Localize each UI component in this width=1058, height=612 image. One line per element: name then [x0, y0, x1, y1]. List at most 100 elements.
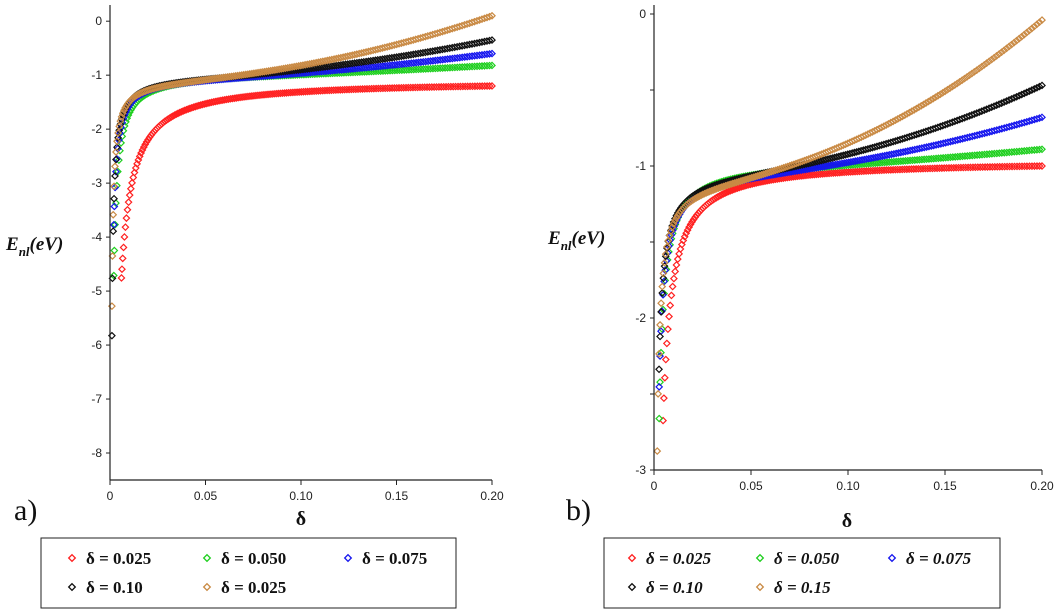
data-point	[688, 217, 697, 226]
data-point	[743, 174, 752, 183]
data-point	[666, 301, 675, 310]
data-point	[938, 88, 947, 97]
series-5-points	[107, 11, 496, 311]
data-point	[1030, 84, 1039, 93]
data-point	[749, 173, 758, 182]
y-tick-label: -7	[91, 392, 102, 406]
data-point	[112, 167, 120, 176]
data-point	[740, 176, 749, 184]
data-point	[941, 87, 950, 96]
data-point	[912, 104, 921, 113]
data-point	[1022, 88, 1031, 97]
data-point	[723, 181, 732, 190]
data-point	[767, 167, 776, 176]
data-point	[655, 365, 664, 374]
legend-label: δ = 0.10	[646, 578, 703, 597]
data-point	[1010, 38, 1019, 47]
data-point	[948, 82, 957, 91]
data-point	[115, 126, 124, 135]
data-point	[117, 273, 126, 282]
legend-label: δ = 0.050	[221, 549, 286, 568]
legend-label: δ = 0.050	[774, 549, 840, 568]
legend-marker	[67, 582, 77, 592]
data-point	[995, 50, 1004, 58]
data-point	[739, 182, 747, 191]
series-4-points	[655, 81, 1046, 374]
data-point	[488, 36, 496, 45]
data-point	[726, 186, 735, 195]
data-point	[663, 325, 672, 334]
data-point	[943, 85, 952, 94]
data-point	[123, 205, 132, 214]
panel-a-y-label-sub: nl	[19, 244, 30, 259]
data-point	[113, 167, 122, 176]
data-point	[114, 129, 123, 137]
data-point	[731, 184, 740, 193]
data-point	[112, 155, 120, 164]
data-point	[722, 188, 731, 197]
data-point	[672, 213, 681, 222]
data-point	[1010, 93, 1019, 102]
data-point	[753, 172, 762, 180]
data-point	[742, 175, 750, 184]
data-point	[738, 176, 747, 185]
data-point	[667, 291, 676, 300]
data-point	[118, 265, 126, 274]
data-point	[676, 245, 685, 253]
data-point	[724, 187, 733, 196]
data-point	[893, 115, 902, 123]
data-point	[728, 179, 737, 188]
data-point	[769, 167, 778, 175]
data-point	[728, 186, 737, 195]
data-point	[914, 103, 923, 112]
data-point	[716, 183, 725, 192]
data-point	[110, 182, 118, 191]
data-point	[661, 355, 670, 364]
data-point	[1012, 36, 1021, 45]
series-1-points	[117, 82, 496, 282]
y-tick-label: 0	[639, 7, 646, 21]
panel-b-y-label-main: E	[547, 228, 561, 249]
y-tick-label: -1	[91, 68, 102, 82]
data-point	[654, 389, 663, 398]
data-point	[660, 373, 669, 382]
data-point	[714, 184, 723, 193]
data-point	[665, 231, 674, 240]
data-point	[125, 191, 134, 200]
data-point	[730, 178, 739, 187]
data-point	[719, 190, 728, 198]
data-point	[142, 137, 151, 146]
data-point	[744, 180, 753, 189]
data-point	[691, 213, 700, 222]
panel-a-y-label-unit: (eV)	[30, 234, 64, 255]
data-point	[903, 109, 912, 118]
legend-marker	[202, 582, 212, 592]
legend-label: δ = 0.10	[86, 578, 143, 597]
panel-b-x-label: δ	[842, 510, 852, 532]
panel-b-y-label-unit: (eV)	[572, 228, 606, 249]
data-point	[702, 188, 711, 197]
data-point	[673, 211, 682, 220]
data-point	[1027, 86, 1036, 95]
data-point	[1020, 30, 1029, 39]
data-point	[733, 184, 742, 193]
data-point	[659, 269, 668, 278]
y-tick-label: -5	[91, 284, 102, 298]
data-point	[910, 105, 919, 114]
data-point	[663, 242, 671, 251]
data-point	[119, 243, 128, 252]
x-tick-label: 0.05	[739, 479, 763, 493]
data-point	[659, 394, 668, 403]
data-point	[965, 71, 974, 80]
data-point	[1027, 24, 1036, 33]
y-tick-label: -6	[91, 338, 102, 352]
data-point	[110, 202, 119, 211]
data-point	[1002, 97, 1011, 106]
x-tick-label: 0.20	[480, 489, 504, 503]
data-point	[905, 108, 914, 117]
panel-b-x-ticks: 0 0.05 0.10 0.15 0.20	[651, 470, 1054, 493]
data-point	[1000, 46, 1009, 55]
data-point	[180, 106, 189, 115]
data-point	[120, 233, 129, 241]
y-tick-label: -8	[91, 446, 102, 460]
